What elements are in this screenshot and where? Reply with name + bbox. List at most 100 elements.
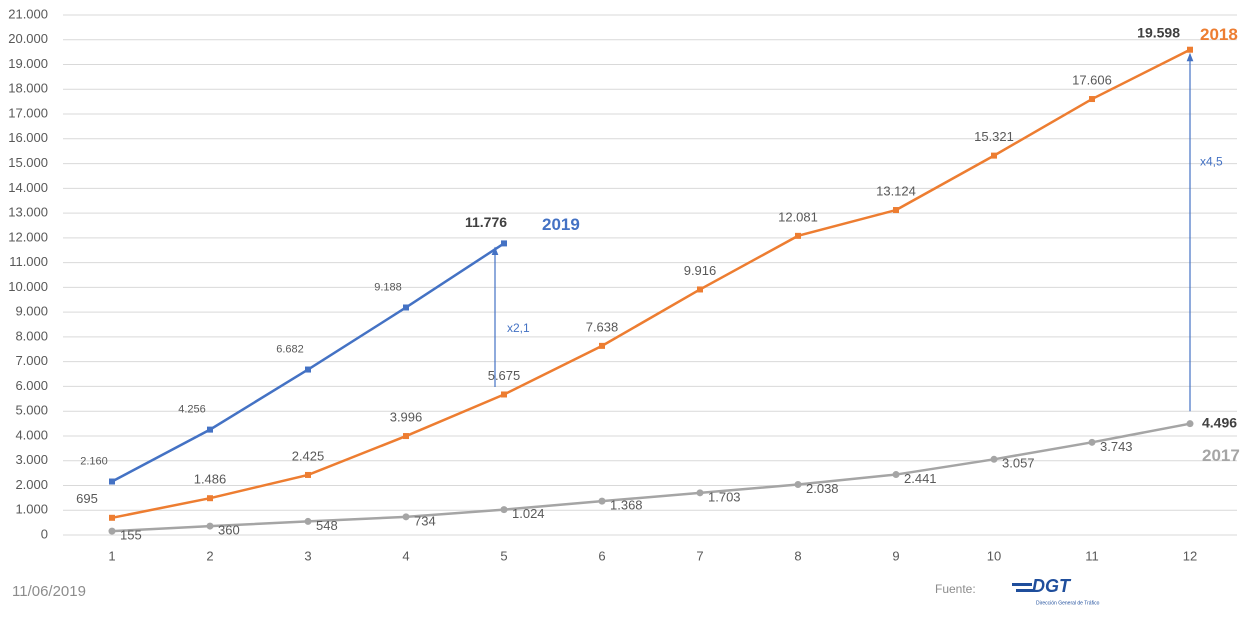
x-tick-label: 3 — [304, 548, 311, 563]
y-tick-label: 4.000 — [15, 427, 48, 442]
x-tick-label: 12 — [1183, 548, 1197, 563]
data-label: 2.160 — [80, 455, 108, 467]
y-tick-label: 19.000 — [8, 56, 48, 71]
data-label: 1.486 — [194, 472, 227, 487]
point — [109, 478, 115, 485]
point — [893, 207, 899, 214]
data-label: 2.038 — [806, 481, 839, 496]
y-tick-label: 5.000 — [15, 403, 48, 418]
logo-subtitle: Dirección General de Tráfico — [1036, 600, 1100, 606]
point — [207, 495, 213, 502]
data-label: 15.321 — [974, 129, 1014, 144]
logo-stripe — [1012, 583, 1032, 586]
y-tick-label: 17.000 — [8, 105, 48, 120]
series-name: 2017 — [1202, 446, 1240, 465]
point — [108, 527, 116, 535]
data-label: 4.256 — [178, 404, 206, 416]
point — [1187, 46, 1193, 53]
x-tick-label: 7 — [696, 548, 703, 563]
data-label: 695 — [76, 491, 98, 506]
point — [991, 152, 997, 159]
point — [500, 506, 508, 514]
point — [696, 489, 704, 497]
source-label: Fuente: — [935, 582, 976, 596]
data-label: 9.916 — [684, 263, 717, 278]
point — [304, 517, 312, 525]
point — [207, 426, 213, 433]
logo-stripe — [1016, 589, 1034, 592]
data-label: 3.743 — [1100, 439, 1133, 454]
point — [206, 522, 214, 530]
data-label: 1.703 — [708, 489, 741, 504]
point — [892, 471, 900, 479]
data-label: 360 — [218, 523, 240, 538]
annotation: x2,1 — [507, 321, 530, 335]
dgt-logo: DGT Dirección General de Tráfico — [1012, 576, 1100, 606]
data-label: 5.675 — [488, 368, 521, 383]
point — [599, 342, 605, 349]
x-tick-label: 5 — [500, 548, 507, 563]
y-tick-label: 3.000 — [15, 452, 48, 467]
data-label: 11.776 — [465, 214, 507, 230]
series-line — [111, 48, 1191, 520]
y-tick-label: 20.000 — [8, 31, 48, 46]
data-label: 19.598 — [1137, 24, 1180, 40]
data-label: 9.188 — [374, 281, 402, 293]
data-label: 3.057 — [1002, 456, 1035, 471]
y-tick-label: 1.000 — [15, 502, 48, 517]
data-label: 7.638 — [586, 319, 619, 334]
x-tick-label: 2 — [206, 548, 213, 563]
data-label: 1.368 — [610, 498, 643, 513]
data-label: 1.024 — [512, 506, 545, 521]
point — [403, 304, 409, 311]
point — [990, 455, 998, 463]
x-tick-label: 11 — [1085, 548, 1099, 563]
x-tick-label: 8 — [794, 548, 801, 563]
data-label: 734 — [414, 513, 436, 528]
series-line — [111, 422, 1191, 533]
x-tick-label: 1 — [108, 548, 115, 563]
data-label: 12.081 — [778, 209, 818, 224]
y-tick-label: 9.000 — [15, 304, 48, 319]
point — [598, 497, 606, 505]
y-tick-label: 11.000 — [9, 254, 48, 269]
y-tick-label: 12.000 — [8, 229, 48, 244]
data-label: 3.996 — [390, 409, 423, 424]
point — [1089, 96, 1095, 103]
data-label: 2.441 — [904, 471, 937, 486]
point — [1186, 420, 1194, 428]
footer-date: 11/06/2019 — [12, 583, 86, 600]
y-tick-label: 21.000 — [8, 6, 48, 21]
y-tick-label: 15.000 — [8, 155, 48, 170]
y-tick-label: 8.000 — [15, 328, 48, 343]
y-tick-label: 14.000 — [8, 180, 48, 195]
y-tick-label: 18.000 — [8, 81, 48, 96]
point — [501, 391, 507, 398]
series-name: 2018 — [1200, 25, 1238, 44]
data-label: 548 — [316, 518, 338, 533]
data-label: 155 — [120, 528, 142, 543]
series-line — [111, 242, 505, 483]
point — [109, 514, 115, 521]
point — [305, 366, 311, 373]
data-label: 6.682 — [276, 343, 304, 355]
annotation: x4,5 — [1200, 155, 1223, 169]
point — [794, 481, 802, 489]
series-name: 2019 — [542, 215, 580, 234]
y-tick-label: 13.000 — [8, 205, 48, 220]
point — [402, 513, 410, 521]
logo-text: DGT — [1032, 576, 1072, 596]
x-tick-label: 10 — [987, 548, 1001, 563]
y-tick-label: 7.000 — [15, 353, 48, 368]
data-label: 13.124 — [876, 183, 916, 198]
y-tick-label: 16.000 — [8, 130, 48, 145]
point — [1088, 438, 1096, 446]
y-tick-label: 10.000 — [8, 279, 48, 294]
data-label: 2.425 — [292, 448, 325, 463]
data-label: 4.496 — [1202, 414, 1237, 430]
x-tick-label: 6 — [598, 548, 605, 563]
x-tick-label: 4 — [402, 548, 409, 563]
point — [305, 471, 311, 478]
x-tick-label: 9 — [892, 548, 899, 563]
y-tick-label: 0 — [41, 526, 48, 541]
